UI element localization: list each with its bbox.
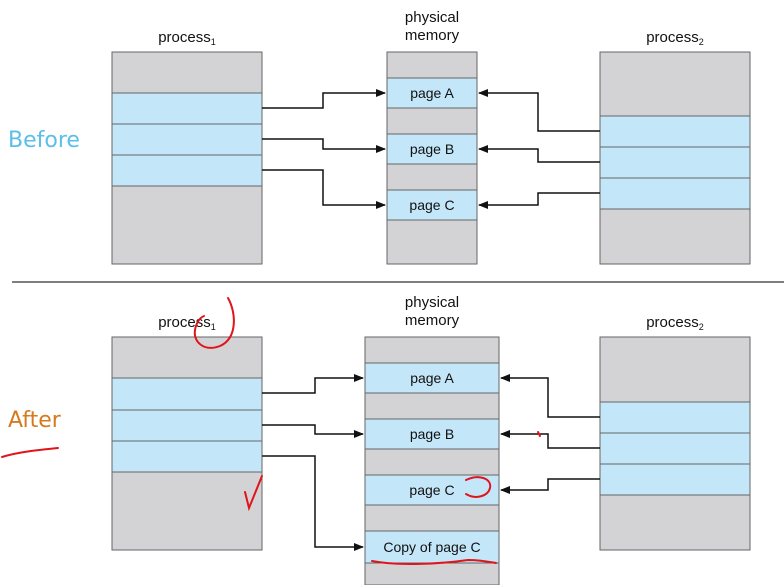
before-memory-title: physical memory bbox=[372, 9, 492, 45]
before-arrow-p1-to-page-a bbox=[262, 89, 386, 109]
before-process2-name: process bbox=[646, 29, 699, 46]
annotation-underline-copy bbox=[371, 558, 497, 565]
before-process1-title: process1 bbox=[112, 29, 262, 51]
after-arrow-p2-to-page-c bbox=[500, 478, 600, 494]
after-process1-page-b-row bbox=[111, 409, 263, 442]
after-process1-title: process1 bbox=[112, 314, 262, 336]
after-process1-name: process bbox=[158, 314, 211, 331]
before-process1-page-a-row bbox=[111, 92, 263, 125]
before-process1-subscript: 1 bbox=[210, 37, 216, 47]
after-process1-subscript: 1 bbox=[210, 322, 216, 332]
after-memory-title-line2: memory bbox=[404, 312, 460, 329]
before-process1-page-c-row bbox=[111, 154, 263, 187]
after-memory-title: physical memory bbox=[372, 294, 492, 330]
after-arrow-p1-to-page-c-copy bbox=[262, 455, 364, 551]
after-arrow-p2-to-page-a bbox=[500, 374, 600, 418]
after-process1-page-c-row bbox=[111, 440, 263, 473]
before-process1-page-b-row bbox=[111, 123, 263, 156]
before-arrow-p2-to-page-c bbox=[478, 192, 600, 209]
before-page-c-label: page C bbox=[409, 197, 454, 213]
after-process2-title: process2 bbox=[600, 314, 750, 336]
after-process2-page-b-row bbox=[599, 432, 751, 465]
annotation-tick-mark bbox=[537, 431, 541, 437]
before-process2-page-a-row bbox=[599, 115, 751, 148]
after-arrow-p2-to-page-b bbox=[500, 430, 600, 449]
before-memory-page-c bbox=[386, 189, 478, 221]
after-arrow-p1-to-page-b bbox=[262, 424, 364, 438]
annotation-circle-page-c bbox=[465, 476, 492, 498]
after-memory-page-c bbox=[364, 474, 500, 506]
after-memory-block: page A page B page C Copy of page C bbox=[364, 336, 500, 585]
after-page-a-label: page A bbox=[410, 370, 454, 386]
before-memory-title-line1: physical bbox=[404, 9, 460, 26]
before-memory-title-line2: memory bbox=[404, 27, 460, 44]
before-page-b-label: page B bbox=[410, 141, 454, 157]
before-memory-block: page A page B page C bbox=[386, 51, 478, 265]
after-process2-block bbox=[599, 336, 751, 551]
before-memory-page-a bbox=[386, 77, 478, 109]
after-memory-title-line1: physical bbox=[404, 294, 460, 311]
before-label: Before bbox=[8, 128, 80, 153]
before-process1-block bbox=[111, 51, 263, 265]
after-label: After bbox=[8, 408, 61, 433]
before-process2-subscript: 2 bbox=[698, 37, 704, 47]
after-memory-page-c-copy bbox=[364, 530, 500, 564]
before-process2-title: process2 bbox=[600, 29, 750, 51]
after-page-c-label: page C bbox=[409, 482, 454, 498]
before-process2-page-c-row bbox=[599, 177, 751, 210]
after-process2-subscript: 2 bbox=[698, 322, 704, 332]
after-process1-page-a-row bbox=[111, 377, 263, 411]
after-process2-name: process bbox=[646, 314, 699, 331]
after-memory-page-a bbox=[364, 362, 500, 394]
after-process2-page-a-row bbox=[599, 401, 751, 434]
before-process1-name: process bbox=[158, 29, 211, 46]
annotation-circle-subscript bbox=[193, 297, 235, 349]
annotation-underline-after bbox=[1, 447, 59, 458]
handwritten-annotations bbox=[1, 297, 541, 565]
before-memory-page-b bbox=[386, 133, 478, 165]
before-arrow-p1-to-page-c bbox=[262, 169, 386, 209]
after-memory-page-b bbox=[364, 418, 500, 450]
before-arrow-p1-to-page-b bbox=[262, 138, 386, 153]
after-process1-block bbox=[111, 336, 263, 551]
before-arrow-p2-to-page-a bbox=[478, 89, 600, 132]
annotation-check-mark bbox=[244, 475, 263, 512]
before-process2-page-b-row bbox=[599, 146, 751, 179]
before-page-a-label: page A bbox=[410, 85, 454, 101]
before-arrow-p2-to-page-b bbox=[478, 145, 600, 163]
after-page-b-label: page B bbox=[410, 426, 454, 442]
before-process2-block bbox=[599, 51, 751, 265]
after-arrow-p1-to-page-a bbox=[262, 374, 364, 394]
after-page-c-copy-label: Copy of page C bbox=[383, 539, 480, 555]
after-process2-page-c-row bbox=[599, 463, 751, 496]
